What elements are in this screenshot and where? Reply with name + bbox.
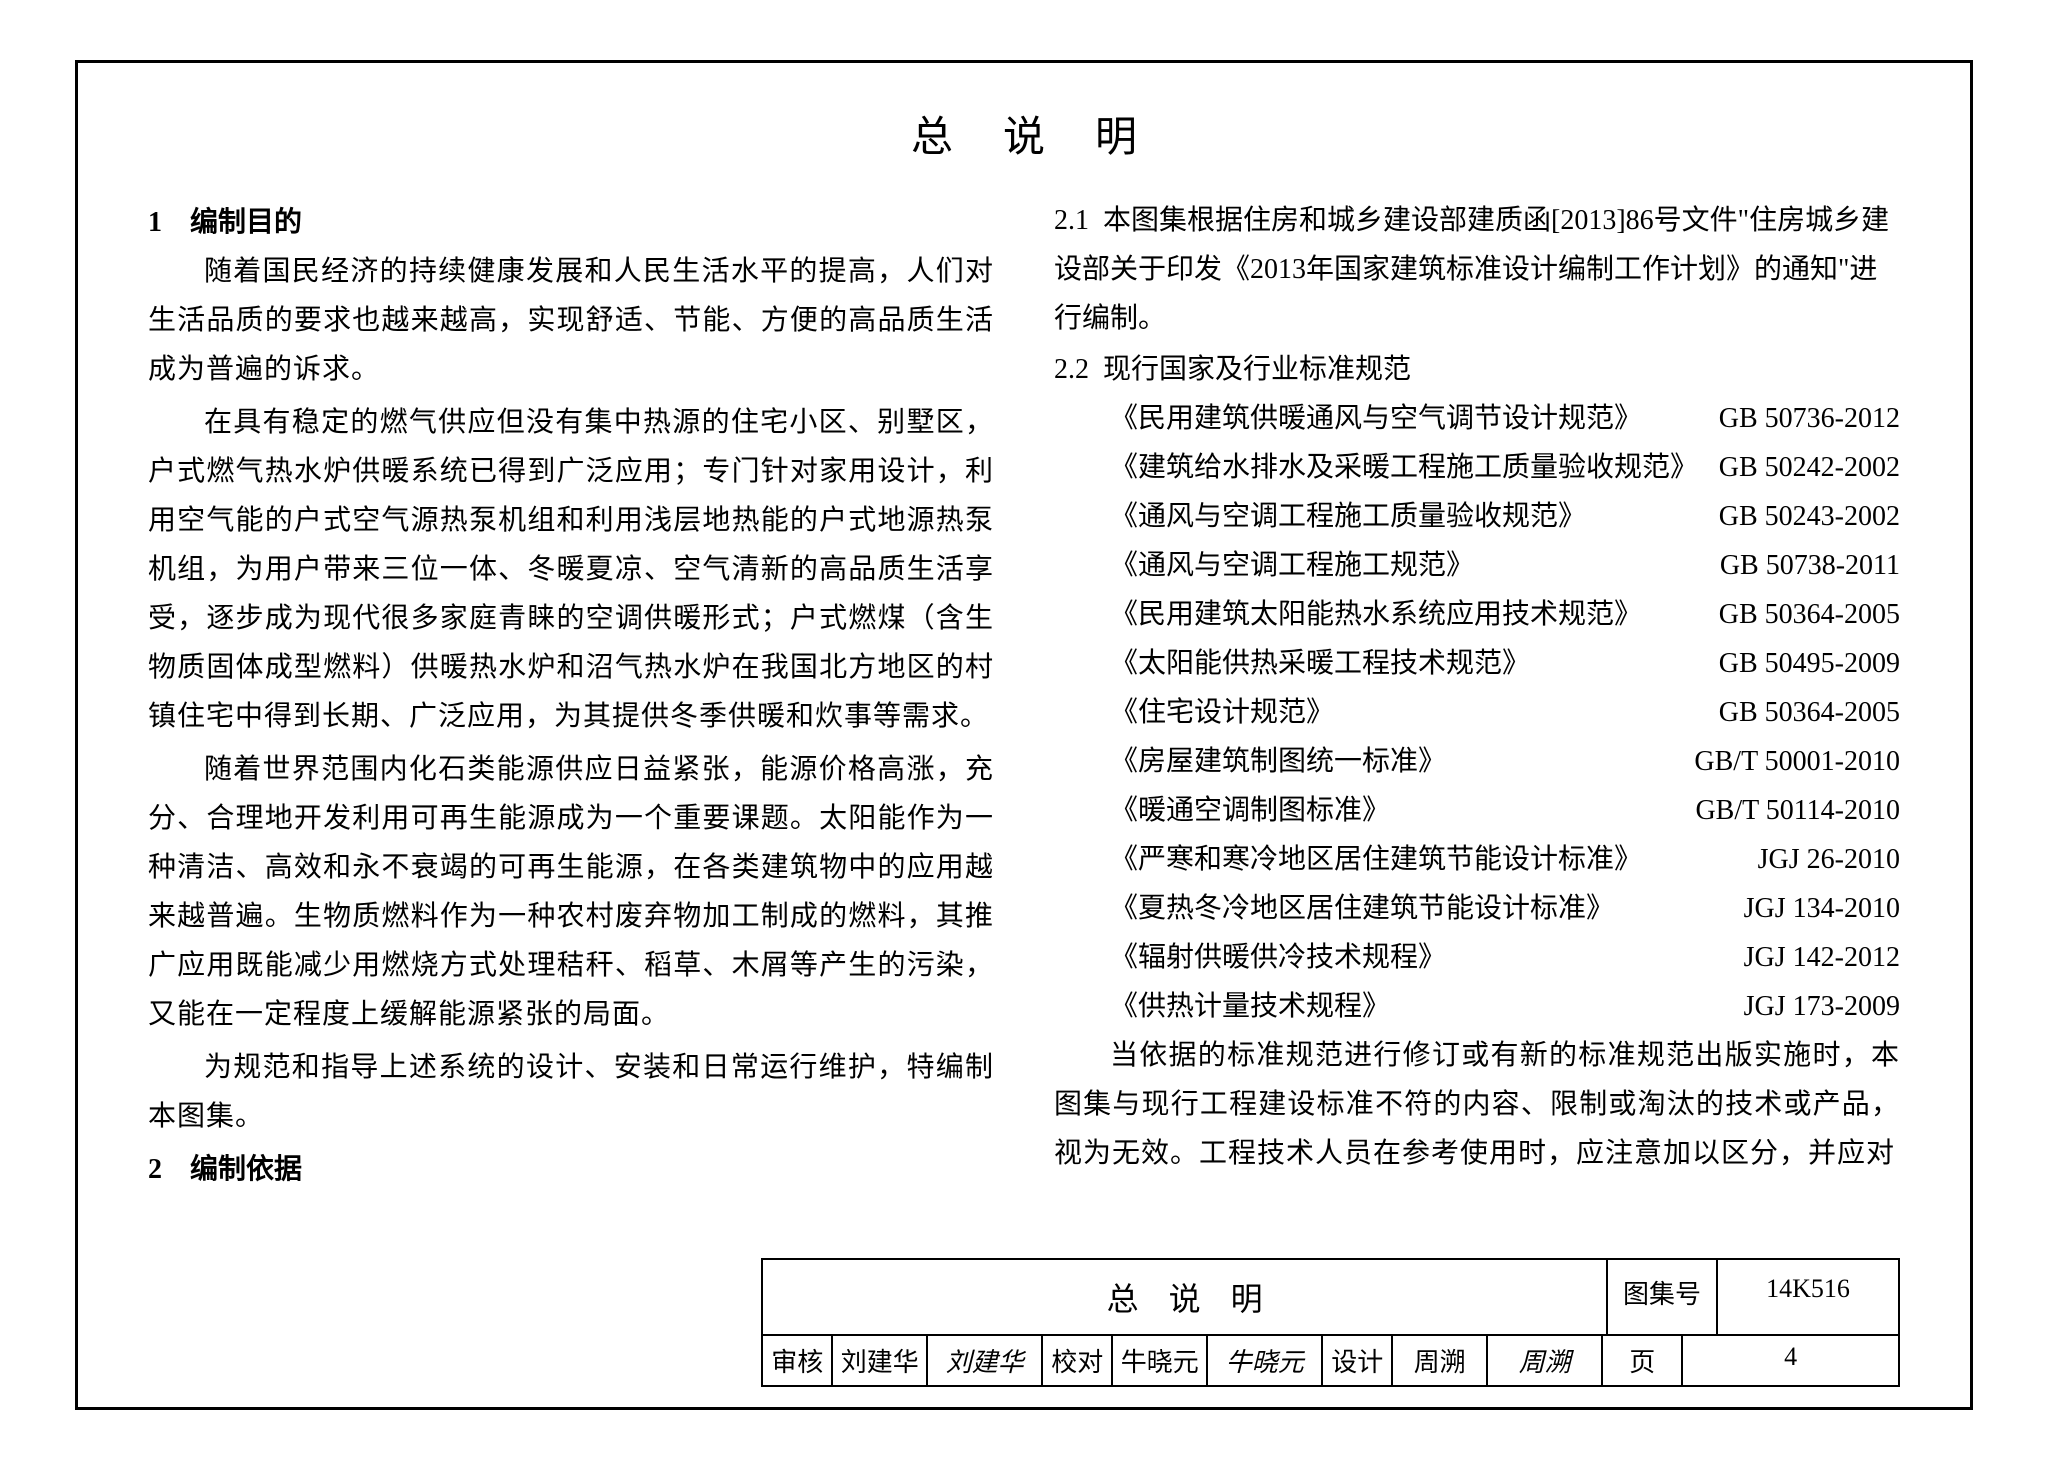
standard-code: GB 50495-2009 <box>1699 639 1900 688</box>
atlas-label: 图集号 <box>1608 1260 1718 1334</box>
section-2-number: 2 <box>148 1154 162 1185</box>
title-block-title: 总说明 <box>763 1260 1608 1334</box>
standard-name: 《民用建筑供暖通风与空气调节设计规范》 <box>1110 394 1699 443</box>
standard-row: 《严寒和寒冷地区居住建筑节能设计标准》JGJ 26-2010 <box>1110 835 1900 884</box>
standard-name: 《太阳能供热采暖工程技术规范》 <box>1110 639 1699 688</box>
section-2-heading: 2 编制依据 <box>148 1145 994 1194</box>
design-signature: 周溯 <box>1488 1336 1603 1385</box>
proof-name: 牛晓元 <box>1113 1336 1208 1385</box>
standard-code: GB/T 50001-2010 <box>1674 737 1900 786</box>
section-1-para-1: 随着国民经济的持续健康发展和人民生活水平的提高，人们对生活品质的要求也越来越高，… <box>148 247 994 394</box>
standard-code: JGJ 134-2010 <box>1724 884 1900 933</box>
page-frame: 总说明 1 编制目的 随着国民经济的持续健康发展和人民生活水平的提高，人们对生活… <box>75 60 1973 1410</box>
design-label: 设计 <box>1323 1336 1393 1385</box>
content-area: 1 编制目的 随着国民经济的持续健康发展和人民生活水平的提高，人们对生活品质的要… <box>148 194 1900 1248</box>
review-label: 审核 <box>763 1336 833 1385</box>
standards-list: 《民用建筑供暖通风与空气调节设计规范》GB 50736-2012 《建筑给水排水… <box>1054 394 1900 1031</box>
proof-label: 校对 <box>1043 1336 1113 1385</box>
sub-2-2-number: 2.2 <box>1054 354 1089 385</box>
standard-code: GB 50364-2005 <box>1699 590 1900 639</box>
right-column: 2.1 本图集根据住房和城乡建设部建质函[2013]86号文件"住房城乡建设部关… <box>1054 194 1900 1248</box>
sub-2-1: 2.1 本图集根据住房和城乡建设部建质函[2013]86号文件"住房城乡建设部关… <box>1054 196 1900 343</box>
standard-name: 《通风与空调工程施工质量验收规范》 <box>1110 492 1699 541</box>
page-title: 总说明 <box>148 103 1900 164</box>
standard-code: GB 50736-2012 <box>1699 394 1900 443</box>
sub-2-2-heading: 现行国家及行业标准规范 <box>1103 354 1411 385</box>
sub-2-2: 2.2 现行国家及行业标准规范 <box>1054 345 1900 394</box>
section-1-heading: 1 编制目的 <box>148 198 994 247</box>
standard-row: 《供热计量技术规程》JGJ 173-2009 <box>1110 982 1900 1031</box>
standard-row: 《房屋建筑制图统一标准》GB/T 50001-2010 <box>1110 737 1900 786</box>
sub-2-1-text: 本图集根据住房和城乡建设部建质函[2013]86号文件"住房城乡建设部关于印发《… <box>1054 205 1889 334</box>
standard-name: 《辐射供暖供冷技术规程》 <box>1110 933 1724 982</box>
left-column: 1 编制目的 随着国民经济的持续健康发展和人民生活水平的提高，人们对生活品质的要… <box>148 194 994 1248</box>
title-block-row-2: 审核 刘建华 刘建华 校对 牛晓元 牛晓元 设计 周溯 周溯 页 4 <box>763 1336 1898 1385</box>
standard-code: GB 50243-2002 <box>1699 492 1900 541</box>
title-block-row-1: 总说明 图集号 14K516 <box>763 1260 1898 1336</box>
standard-code: JGJ 142-2012 <box>1724 933 1900 982</box>
standard-code: GB 50738-2011 <box>1700 541 1900 590</box>
standard-name: 《民用建筑太阳能热水系统应用技术规范》 <box>1110 590 1699 639</box>
section-1-para-2: 在具有稳定的燃气供应但没有集中热源的住宅小区、别墅区，户式燃气热水炉供暖系统已得… <box>148 398 994 741</box>
standard-name: 《严寒和寒冷地区居住建筑节能设计标准》 <box>1110 835 1738 884</box>
section-1-para-3: 随着世界范围内化石类能源供应日益紧张，能源价格高涨，充分、合理地开发利用可再生能… <box>148 745 994 1039</box>
standard-row: 《太阳能供热采暖工程技术规范》GB 50495-2009 <box>1110 639 1900 688</box>
page-number: 4 <box>1683 1336 1898 1385</box>
section-1-number: 1 <box>148 207 162 238</box>
standard-row: 《建筑给水排水及采暖工程施工质量验收规范》GB 50242-2002 <box>1110 443 1900 492</box>
page-label: 页 <box>1603 1336 1683 1385</box>
standard-row: 《住宅设计规范》GB 50364-2005 <box>1110 688 1900 737</box>
atlas-value: 14K516 <box>1718 1260 1898 1334</box>
standard-name: 《通风与空调工程施工规范》 <box>1110 541 1700 590</box>
standard-name: 《建筑给水排水及采暖工程施工质量验收规范》 <box>1110 443 1699 492</box>
standard-code: JGJ 173-2009 <box>1724 982 1900 1031</box>
section-1-title: 编制目的 <box>190 207 302 238</box>
standard-code: JGJ 26-2010 <box>1738 835 1900 884</box>
standard-row: 《通风与空调工程施工规范》GB 50738-2011 <box>1110 541 1900 590</box>
standard-row: 《民用建筑供暖通风与空气调节设计规范》GB 50736-2012 <box>1110 394 1900 443</box>
standard-code: GB/T 50114-2010 <box>1675 786 1900 835</box>
standard-name: 《房屋建筑制图统一标准》 <box>1110 737 1674 786</box>
review-signature: 刘建华 <box>928 1336 1043 1385</box>
standard-code: GB 50242-2002 <box>1699 443 1900 492</box>
section-1-para-4: 为规范和指导上述系统的设计、安装和日常运行维护，特编制本图集。 <box>148 1043 994 1141</box>
section-2-title: 编制依据 <box>190 1154 302 1185</box>
standard-row: 《通风与空调工程施工质量验收规范》GB 50243-2002 <box>1110 492 1900 541</box>
standard-name: 《暖通空调制图标准》 <box>1110 786 1675 835</box>
standard-name: 《住宅设计规范》 <box>1110 688 1699 737</box>
standard-row: 《暖通空调制图标准》GB/T 50114-2010 <box>1110 786 1900 835</box>
standard-row: 《夏热冬冷地区居住建筑节能设计标准》JGJ 134-2010 <box>1110 884 1900 933</box>
review-name: 刘建华 <box>833 1336 928 1385</box>
standard-name: 《夏热冬冷地区居住建筑节能设计标准》 <box>1110 884 1724 933</box>
standard-name: 《供热计量技术规程》 <box>1110 982 1724 1031</box>
standard-row: 《民用建筑太阳能热水系统应用技术规范》GB 50364-2005 <box>1110 590 1900 639</box>
design-name: 周溯 <box>1393 1336 1488 1385</box>
title-block: 总说明 图集号 14K516 审核 刘建华 刘建华 校对 牛晓元 牛晓元 设计 … <box>761 1258 1900 1387</box>
closing-paragraph: 当依据的标准规范进行修订或有新的标准规范出版实施时，本图集与现行工程建设标准不符… <box>1054 1031 1900 1178</box>
sub-2-1-number: 2.1 <box>1054 205 1089 236</box>
proof-signature: 牛晓元 <box>1208 1336 1323 1385</box>
standard-row: 《辐射供暖供冷技术规程》JGJ 142-2012 <box>1110 933 1900 982</box>
standard-code: GB 50364-2005 <box>1699 688 1900 737</box>
